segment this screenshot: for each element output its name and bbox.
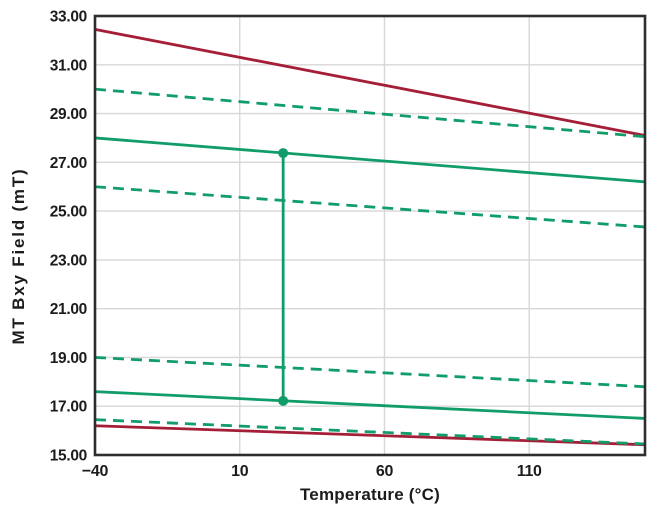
series-line-green-dashed-bottom — [94, 418, 646, 446]
series-line-green-solid-lower — [94, 390, 646, 420]
delta-connector-bottom-marker — [278, 395, 289, 406]
y-tick-label: 27.00 — [50, 155, 87, 172]
x-tick-label: 10 — [231, 463, 249, 480]
y-tick-label: 31.00 — [50, 57, 87, 74]
y-tick-label: 33.00 — [50, 9, 87, 26]
y-tick-label: 25.00 — [50, 204, 87, 221]
y-axis-title: MT Bxy Field (mT) — [9, 167, 28, 345]
y-tick-label: 29.00 — [50, 106, 87, 123]
series-line-red-solid-lower — [94, 424, 646, 447]
x-tick-label: 60 — [376, 463, 394, 480]
y-tick-label: 23.00 — [50, 252, 87, 269]
series-line-green-dashed-mid-lower — [94, 356, 646, 389]
y-tick-label: 15.00 — [50, 448, 87, 465]
series-line-red-solid-upper — [94, 28, 646, 137]
series-line-green-dashed-mid-upper — [94, 185, 646, 229]
x-axis-title: Temperature (°C) — [299, 485, 441, 504]
plot-frame — [93, 14, 647, 457]
y-tick-label: 21.00 — [50, 301, 87, 318]
series-line-green-solid-upper — [94, 136, 646, 184]
delta-connector-top-marker — [278, 148, 289, 159]
y-tick-label: 19.00 — [50, 350, 87, 367]
x-tick-label: 110 — [517, 463, 542, 480]
y-tick-label: 17.00 — [50, 399, 87, 416]
series-line-green-dashed-upper — [94, 87, 646, 139]
x-tick-label: −40 — [82, 463, 109, 480]
